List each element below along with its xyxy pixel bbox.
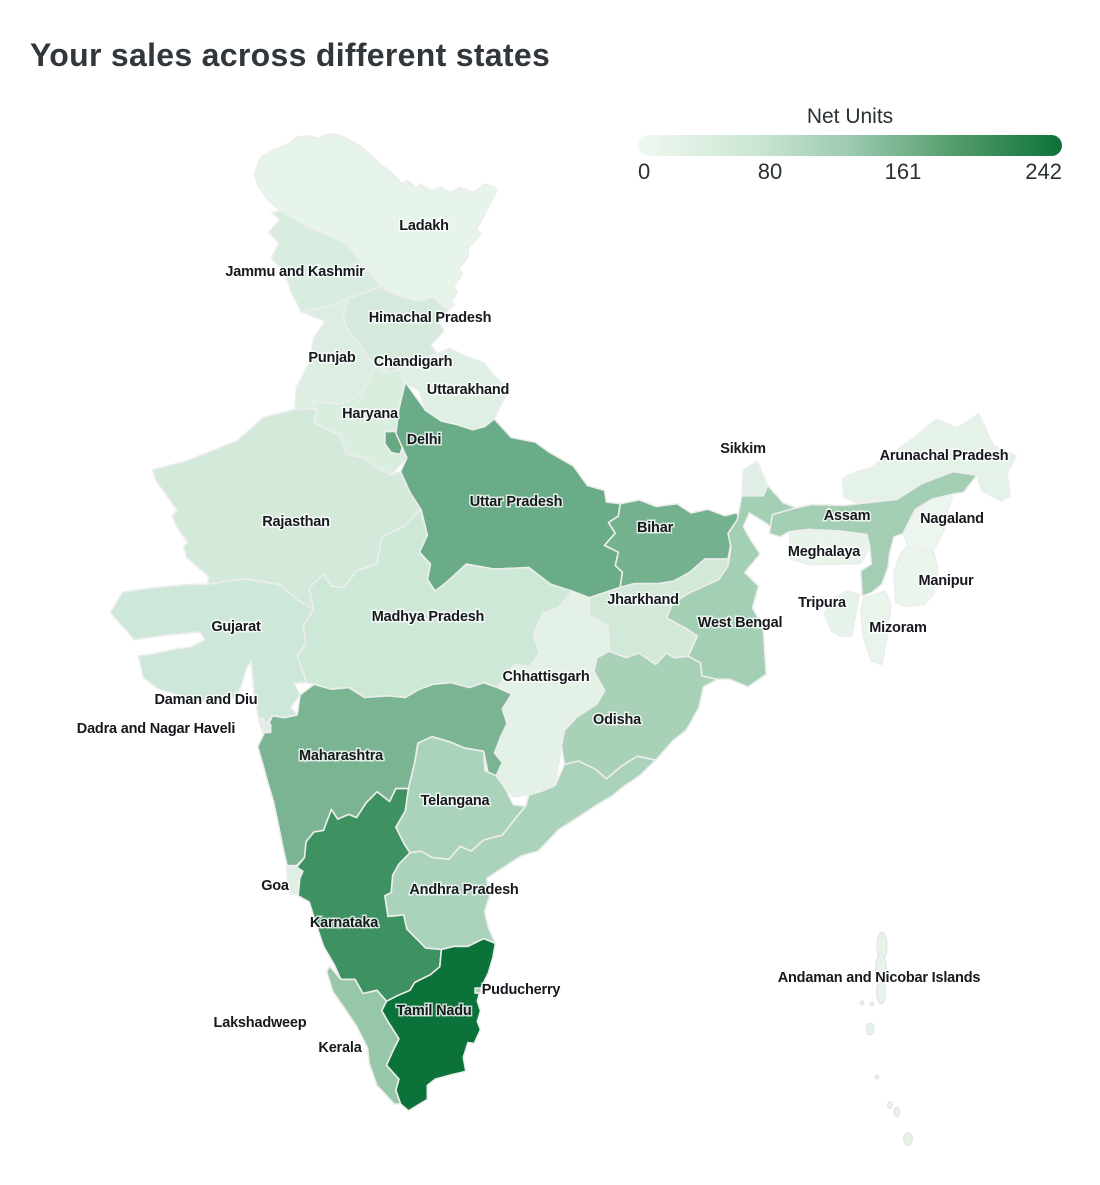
- svg-text:Odisha: Odisha: [593, 712, 642, 728]
- svg-text:Punjab: Punjab: [308, 350, 355, 366]
- svg-text:Bihar: Bihar: [637, 520, 674, 536]
- svg-text:Madhya Pradesh: Madhya Pradesh: [372, 609, 484, 625]
- svg-text:Arunachal Pradesh: Arunachal Pradesh: [880, 448, 1009, 464]
- svg-text:Haryana: Haryana: [342, 406, 399, 422]
- svg-text:Dadra and Nagar Haveli: Dadra and Nagar Haveli: [77, 721, 235, 737]
- svg-text:Chandigarh: Chandigarh: [374, 354, 453, 370]
- svg-text:Mizoram: Mizoram: [869, 620, 926, 636]
- svg-text:Andaman and Nicobar Islands: Andaman and Nicobar Islands: [778, 970, 981, 986]
- svg-text:Assam: Assam: [824, 508, 871, 524]
- svg-text:Delhi: Delhi: [407, 432, 441, 448]
- svg-text:Puducherry: Puducherry: [482, 982, 561, 998]
- svg-text:Gujarat: Gujarat: [211, 619, 261, 635]
- svg-text:Tripura: Tripura: [798, 595, 847, 611]
- svg-text:West Bengal: West Bengal: [698, 615, 783, 631]
- svg-text:Daman and Diu: Daman and Diu: [155, 692, 258, 708]
- svg-text:Tamil Nadu: Tamil Nadu: [396, 1003, 471, 1019]
- svg-text:Sikkim: Sikkim: [720, 441, 766, 457]
- svg-text:Meghalaya: Meghalaya: [788, 544, 861, 560]
- svg-text:Jammu and Kashmir: Jammu and Kashmir: [225, 264, 365, 280]
- svg-text:Karnataka: Karnataka: [310, 915, 379, 931]
- svg-text:Chhattisgarh: Chhattisgarh: [502, 669, 589, 685]
- svg-text:Telangana: Telangana: [421, 793, 491, 809]
- svg-text:Jharkhand: Jharkhand: [607, 592, 679, 608]
- svg-text:Nagaland: Nagaland: [920, 511, 984, 527]
- svg-text:Manipur: Manipur: [919, 573, 975, 589]
- svg-text:Goa: Goa: [261, 878, 290, 894]
- svg-text:Kerala: Kerala: [318, 1040, 362, 1056]
- svg-text:Maharashtra: Maharashtra: [299, 748, 384, 764]
- svg-text:Rajasthan: Rajasthan: [262, 514, 330, 530]
- svg-text:Himachal Pradesh: Himachal Pradesh: [369, 310, 492, 326]
- svg-text:Lakshadweep: Lakshadweep: [214, 1015, 307, 1031]
- svg-text:Uttarakhand: Uttarakhand: [427, 382, 509, 398]
- svg-text:Uttar Pradesh: Uttar Pradesh: [470, 494, 563, 510]
- svg-text:Andhra Pradesh: Andhra Pradesh: [409, 882, 518, 898]
- svg-text:Ladakh: Ladakh: [399, 218, 449, 234]
